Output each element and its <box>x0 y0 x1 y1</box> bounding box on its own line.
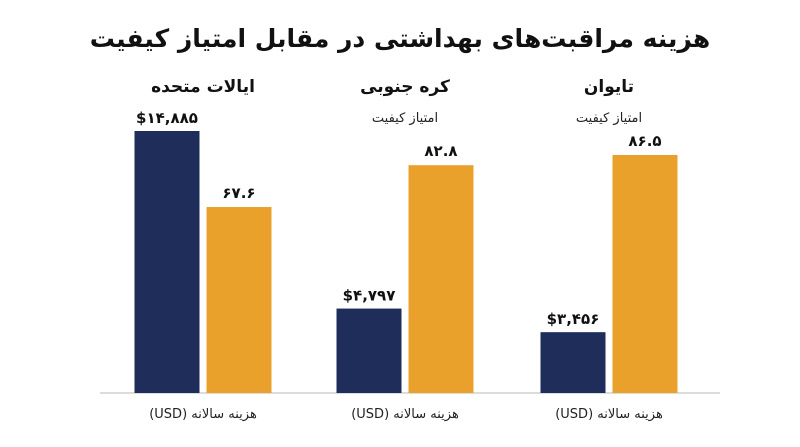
bottom-label: هزینه سالانه (USD) <box>149 407 257 422</box>
cost-value-label: $۳,۴۵۶ <box>547 310 600 328</box>
bar-group: ایالات متحده $۱۴,۸۸۵ ۶۷.۶ هزینه سالانه (USD… <box>134 77 272 422</box>
quality-value-label: ۸۶.۵ <box>628 132 661 150</box>
quality-bar <box>612 155 678 393</box>
group-sublabel: امتیاز کیفیت <box>372 111 438 126</box>
groups-layer: ایالات متحده $۱۴,۸۸۵ ۶۷.۶ هزینه سالانه (USD… <box>134 77 678 422</box>
bottom-label: هزینه سالانه (USD) <box>351 407 459 422</box>
cost-value-label: $۴,۷۹۷ <box>343 287 396 305</box>
group-label: کره جنوبی <box>360 77 450 97</box>
quality-value-label: ۶۷.۶ <box>222 184 255 202</box>
cost-bar <box>134 131 200 393</box>
bar-group: کره جنوبی امتیاز کیفیت $۴,۷۹۷ ۸۲.۸ هزینه سال… <box>336 77 474 422</box>
quality-bar <box>206 207 272 393</box>
cost-bar <box>540 332 606 393</box>
chart-title: هزینه مراقبت‌های بهداشتی در مقابل امتیاز… <box>90 24 711 54</box>
bar-group: تایوان امتیاز کیفیت $۳,۴۵۶ ۸۶.۵ هزینه سالانه… <box>540 77 678 422</box>
cost-bar <box>336 308 402 393</box>
quality-value-label: ۸۲.۸ <box>424 142 457 160</box>
group-sublabel: امتیاز کیفیت <box>576 111 642 126</box>
bottom-label: هزینه سالانه (USD) <box>555 407 663 422</box>
cost-value-label: $۱۴,۸۸۵ <box>136 109 198 127</box>
group-label: تایوان <box>584 77 634 97</box>
quality-bar <box>408 165 474 393</box>
group-label: ایالات متحده <box>151 77 255 97</box>
